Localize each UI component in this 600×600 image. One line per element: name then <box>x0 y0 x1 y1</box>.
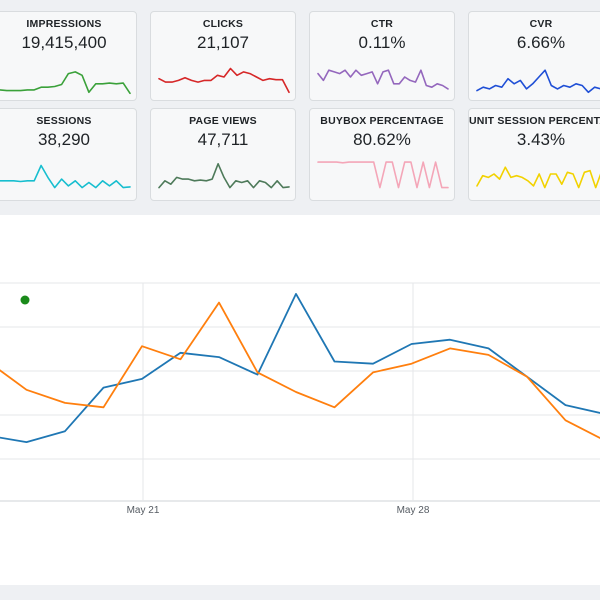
sparkline-chart <box>317 69 449 90</box>
series-line-2 <box>0 301 600 439</box>
sparkline-chart <box>476 69 600 94</box>
kpi-value: 21,107 <box>197 33 249 52</box>
sparkline <box>317 69 449 90</box>
kpi-value: 3.43% <box>516 130 566 149</box>
kpi-title: CLICKS <box>202 18 244 30</box>
sparkline-chart <box>158 67 290 94</box>
kpi-card-cvr[interactable]: CVR 6.66% <box>468 11 600 101</box>
kpi-title: SESSIONS <box>36 115 92 127</box>
sparkline-chart <box>317 161 449 189</box>
kpi-card-page-views[interactable]: PAGE VIEWS 47,711 <box>150 108 296 201</box>
sparkline-chart <box>158 163 290 189</box>
kpi-title: CVR <box>529 18 553 30</box>
sparkline-chart <box>476 166 600 189</box>
kpi-value: 38,290 <box>38 130 90 149</box>
sparkline <box>0 71 131 95</box>
sparkline-chart <box>0 71 131 95</box>
kpi-card-sessions[interactable]: SESSIONS 38,290 <box>0 108 137 201</box>
kpi-title: BUYBOX PERCENTAGE <box>320 115 444 127</box>
kpi-card-buybox-percentage[interactable]: BUYBOX PERCENTAGE 80.62% <box>309 108 455 201</box>
sparkline <box>158 67 290 94</box>
sparkline <box>317 161 449 189</box>
x-tick-label: May 21 <box>127 505 160 516</box>
kpi-card-impressions[interactable]: IMPRESSIONS 19,415,400 <box>0 11 137 101</box>
kpi-value: 6.66% <box>516 33 566 52</box>
main-line-chart[interactable]: May 21 May 28 <box>0 215 600 585</box>
kpi-value: 19,415,400 <box>21 33 107 52</box>
kpi-value: 0.11% <box>358 33 406 52</box>
sparkline <box>0 164 131 189</box>
kpi-title: IMPRESSIONS <box>26 18 102 30</box>
kpi-card-unit-session-percentage[interactable]: UNIT SESSION PERCENTAGE 3.43% <box>468 108 600 201</box>
kpi-card-clicks[interactable]: CLICKS 21,107 <box>150 11 296 101</box>
kpi-value: 47,711 <box>197 130 249 149</box>
marker-point <box>20 295 30 305</box>
sparkline <box>476 166 600 189</box>
series-line-1 <box>0 293 600 444</box>
main-chart-panel: May 21 May 28 <box>0 215 600 585</box>
kpi-grid: IMPRESSIONS 19,415,400 CLICKS 21,107 CTR 0.11… <box>0 11 600 201</box>
x-tick-label: May 28 <box>397 505 430 516</box>
kpi-card-ctr[interactable]: CTR 0.11% <box>309 11 455 101</box>
sparkline <box>158 163 290 189</box>
sparkline-chart <box>0 164 131 189</box>
kpi-value: 80.62% <box>353 130 411 149</box>
kpi-title: CTR <box>370 18 394 30</box>
sparkline <box>476 69 600 94</box>
kpi-title: UNIT SESSION PERCENTAGE <box>469 115 600 127</box>
kpi-title: PAGE VIEWS <box>189 115 257 127</box>
